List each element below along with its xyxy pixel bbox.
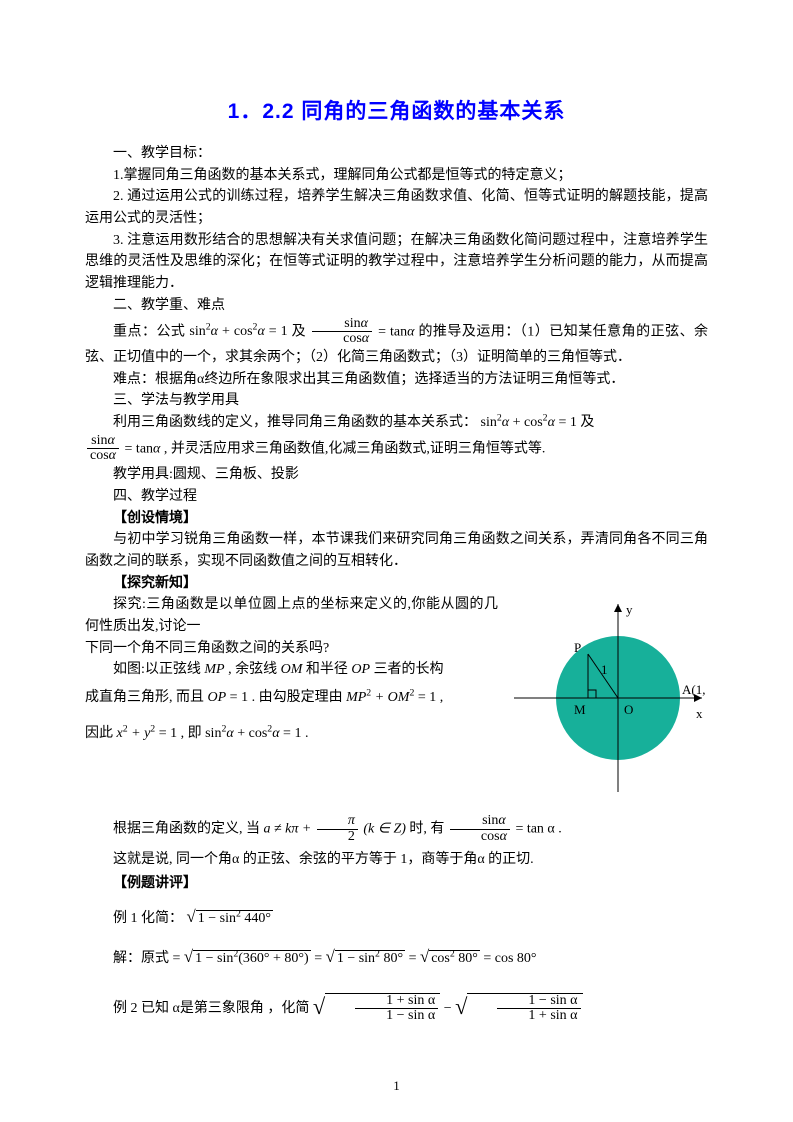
label-O: O [624, 702, 633, 718]
p3-mid2: 和半径 [306, 662, 348, 677]
goal-3-text: 3. 注意运用数形结合的思想解决有关求值问题；在解决三角函数化简问题过程中，注意… [85, 233, 708, 291]
goal-2-text: 2. 通过运用公式的训练过程，培养学生解决三角函数求值、化简、恒等式证明的解题技… [85, 189, 708, 226]
p5-formula-a: x2 + y2 = 1 [117, 726, 178, 741]
page-title: 1．2.2 同角的三角函数的基本关系 [85, 95, 708, 125]
p3-mp: MP [204, 662, 224, 677]
p6-two: 2 [317, 830, 358, 845]
label-x-axis: x [696, 706, 703, 722]
p6-pi-over-2: π 2 [317, 814, 358, 844]
goal-3: 3. 注意运用数形结合的思想解决有关求值问题；在解决三角函数化简问题过程中，注意… [85, 230, 708, 295]
formula-sin2cos2-b: sin2α + cos2α = 1 [481, 415, 577, 430]
p5-end: . [305, 726, 309, 741]
formula-sin-over-cos: sinα cosα [312, 317, 372, 347]
label-P: P [574, 640, 581, 656]
method-pre: 利用三角函数线的定义，推导同角三角函数的基本关系式： [113, 415, 477, 430]
p6-mid: 时, 有 [409, 822, 448, 837]
method-line: 利用三角函数线的定义，推导同角三角函数的基本关系式： sin2α + cos2α… [85, 412, 708, 434]
goal-1: 1.掌握同角三角函数的基本关系式，理解同角公式都是恒等式的特定意义； [85, 165, 708, 187]
formula-sin-over-cos-b: sinα cosα [87, 434, 119, 464]
p5-pre: 因此 [85, 726, 113, 741]
p5-mid: , 即 [181, 726, 202, 741]
ex2-sqrt-1: √ 1 + sin α 1 − sin α [313, 1001, 440, 1016]
explore-p6: 根据三角函数的定义, 当 a ≠ kπ + π 2 (k ∈ Z) 时, 有 s… [85, 814, 708, 844]
p4-end: , [440, 690, 444, 705]
example-1: 例 1 化简： √1 − sin2 440° [85, 904, 708, 930]
ex2-minus: − [444, 1001, 455, 1016]
heading-scene: 【创设情境】 [85, 507, 708, 529]
keypoint-and: 及 [292, 324, 310, 339]
keypoint-pre: 重点：公式 [113, 324, 185, 339]
ex2-pre: 例 2 已知 [113, 1001, 169, 1016]
p6-end: . [558, 822, 562, 837]
p4-eq: = 1 [230, 690, 248, 705]
p4-formula: MP2 + OM2 = 1 [346, 690, 436, 705]
p4-op: OP [208, 690, 227, 705]
page-number: 1 [0, 1078, 793, 1094]
ex1-eqchain: = √1 − sin2(360° + 80°) = √1 − sin2 80° … [173, 951, 537, 966]
ex1-sol-pre: 解：原式 [113, 951, 173, 966]
p3-om: OM [281, 662, 303, 677]
formula-sin2cos2: sin2α + cos2α = 1 [189, 324, 287, 339]
ex2-mid: ，化简 [267, 1001, 309, 1016]
ex2-alpha: α是第三象限角 [173, 1001, 264, 1016]
p6-pre: 根据三角函数的定义, 当 [113, 822, 260, 837]
explore-p7: 这就是说, 同一个角α 的正弦、余弦的平方等于 1，商等于角α 的正切. [85, 849, 708, 871]
ex2-f1-den: 1 − sin α [355, 1009, 438, 1024]
p4-pre: 成直角三角形, 而且 [85, 690, 204, 705]
p6-sin-over-cos: sinα cosα [450, 814, 510, 844]
label-one: 1 [601, 662, 608, 678]
document-page: 1．2.2 同角的三角函数的基本关系 一、教学目标： 1.掌握同角三角函数的基本… [0, 0, 793, 1122]
heading-process: 四、教学过程 [85, 486, 708, 508]
p6-cond-a: a ≠ kπ + [264, 822, 312, 837]
p6-eq: = tan α [515, 822, 554, 837]
ex1-final: = cos 80° [483, 951, 536, 966]
heading-keypoints: 二、教学重、难点 [85, 295, 708, 317]
diagram-svg [508, 598, 708, 798]
heading-method: 三、学法与教学用具 [85, 390, 708, 412]
method-post: , 并灵活应用求三角函数值,化减三角函数式,证明三角恒等式等. [164, 441, 546, 456]
heading-goals: 一、教学目标： [85, 143, 708, 165]
p4-mid: . 由勾股定理由 [252, 690, 343, 705]
scene-paragraph: 与初中学习锐角三角函数一样，本节课我们来研究同角三角函数之间关系，弄清同角各不同… [85, 529, 708, 572]
difficulty-line: 难点：根据角α终边所在象限求出其三角函数值；选择适当的方法证明三角恒等式． [85, 369, 708, 391]
p3-post: 三者的长构 [374, 662, 444, 677]
p3-op: OP [351, 662, 370, 677]
diagram-axes [514, 604, 702, 792]
explore-block: 【探究新知】 y x O M P 1 A(1, 探究:三角函数是以单位圆上点的坐… [85, 572, 708, 806]
formula-eq-tan: = tanα [378, 324, 414, 339]
example-2: 例 2 已知 α是第三象限角 ，化简 √ 1 + sin α 1 − sin α… [85, 988, 708, 1024]
p5-formula-b: sin2α + cos2α = 1 [205, 726, 301, 741]
p3-pre: 如图:以正弦线 [113, 662, 201, 677]
unit-circle-diagram: y x O M P 1 A(1, [508, 598, 708, 798]
heading-examples: 【例题讲评】 [85, 872, 708, 894]
ex2-f2-num: 1 − sin α [497, 994, 580, 1010]
p6-pi: π [317, 814, 358, 830]
p6-cond-b: (k ∈ Z) [363, 822, 406, 837]
heading-explore: 【探究新知】 [85, 572, 708, 594]
ex2-f2-den: 1 + sin α [497, 1009, 580, 1024]
tools-line: 教学用具:圆规、三角板、投影 [85, 464, 708, 486]
formula-eq-tan-b: = tanα [125, 441, 161, 456]
keypoint-line: 重点：公式 sin2α + cos2α = 1 及 sinα cosα = ta… [85, 317, 708, 369]
ex1-label: 例 1 化简： [113, 911, 183, 926]
scene-text: 与初中学习锐角三角函数一样，本节课我们来研究同角三角函数之间关系，弄清同角各不同… [85, 532, 708, 569]
example-1-solution: 解：原式 = √1 − sin2(360° + 80°) = √1 − sin2… [85, 944, 708, 970]
label-A: A(1, [682, 682, 705, 698]
method-line-2: sinα cosα = tanα , 并灵活应用求三角函数值,化减三角函数式,证… [85, 434, 708, 464]
ex2-f1-num: 1 + sin α [355, 994, 438, 1010]
label-M: M [574, 702, 586, 718]
ex1-sqrt: √1 − sin2 440° [187, 911, 273, 926]
ex2-sqrt-2: √ 1 − sin α 1 + sin α [455, 1001, 582, 1016]
label-y-axis: y [626, 602, 633, 618]
goal-2: 2. 通过运用公式的训练过程，培养学生解决三角函数求值、化简、恒等式证明的解题技… [85, 186, 708, 229]
method-mid: 及 [580, 415, 594, 430]
p3-mid1: , 余弦线 [228, 662, 277, 677]
